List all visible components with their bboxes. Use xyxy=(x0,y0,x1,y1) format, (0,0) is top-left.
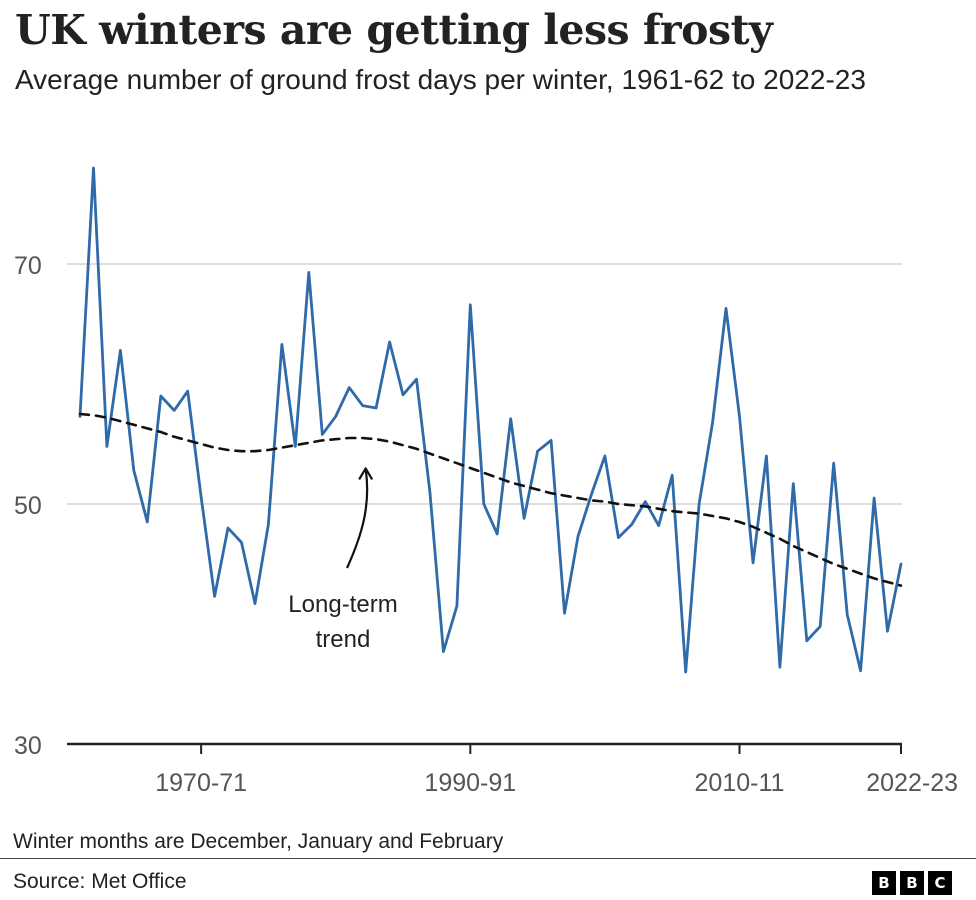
y-tick-label: 70 xyxy=(14,252,42,280)
footer-divider xyxy=(0,858,976,859)
annotation-label: Long-term xyxy=(288,591,397,618)
annotation-label: trend xyxy=(316,626,371,653)
logo-letter: C xyxy=(928,871,952,895)
logo-letter: B xyxy=(900,871,924,895)
frost-days-line-chart: 30 50 70 1970-71 1990-91 2010-11 2022-23 Long-t… xyxy=(14,166,958,797)
y-tick-label: 50 xyxy=(14,492,42,520)
x-tick-label: 2010-11 xyxy=(695,769,785,797)
y-tick-label: 30 xyxy=(14,732,42,760)
x-tick-label: 1990-91 xyxy=(424,769,516,797)
x-tick-label: 1970-71 xyxy=(155,769,247,797)
trend-line xyxy=(78,412,903,587)
bbc-logo: B B C xyxy=(872,871,952,895)
footnote: Winter months are December, January and … xyxy=(13,830,504,853)
annotation-arrowhead xyxy=(358,467,374,480)
x-tick-label: 2022-23 xyxy=(866,769,958,797)
logo-letter: B xyxy=(872,871,896,895)
chart-subtitle: Average number of ground frost days per … xyxy=(15,64,866,95)
annotation-arrow xyxy=(345,468,369,569)
frost-days-series-line xyxy=(78,166,903,674)
source-credit: Source: Met Office xyxy=(13,870,187,893)
chart-title: UK winters are getting less frosty xyxy=(15,6,773,54)
